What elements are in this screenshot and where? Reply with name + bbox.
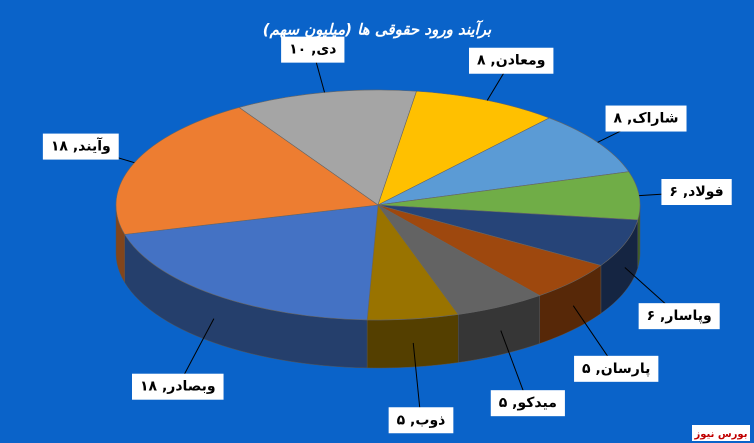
data-label: وآیند, ۱۸ [42, 133, 119, 160]
value-label: شاراک, ۸ [614, 111, 679, 127]
slice [115, 107, 379, 235]
watermark: بورس نیوز [694, 429, 748, 440]
data-label: وبصادر, ۱۸ [131, 373, 224, 400]
label-box [638, 303, 720, 330]
slice [124, 204, 379, 321]
data-label: شاراک, ۸ [605, 105, 687, 132]
data-label: ذوب, ۵ [388, 407, 454, 434]
value-label: وبصادر, ۱۸ [140, 379, 216, 395]
data-label: وپاسار, ۶ [638, 303, 720, 330]
label-box [42, 133, 119, 160]
watermark-box [692, 425, 750, 441]
data-label: پارسان, ۵ [574, 355, 659, 382]
slice [377, 171, 641, 221]
label-box [661, 179, 732, 206]
value-label: میدکو, ۵ [499, 395, 557, 411]
value-label: وپاسار, ۶ [647, 308, 712, 324]
value-label: پارسان, ۵ [582, 361, 650, 377]
label-box [388, 407, 454, 434]
value-label: فولاد, ۶ [669, 184, 723, 200]
value-label: ومعادن, ۸ [477, 53, 545, 69]
label-box [469, 47, 554, 74]
slice-side [366, 314, 459, 369]
slice [377, 117, 630, 206]
slice [377, 204, 639, 266]
label-box [281, 36, 345, 63]
value-label: دی, ۱۰ [289, 42, 336, 58]
data-label: دی, ۱۰ [281, 36, 345, 63]
label-box [605, 105, 687, 132]
data-label: ومعادن, ۸ [469, 47, 554, 74]
data-label: میدکو, ۵ [490, 390, 565, 417]
slice [377, 90, 550, 206]
data-label: فولاد, ۶ [661, 179, 732, 206]
value-label: ذوب, ۵ [397, 412, 446, 428]
label-box [490, 390, 565, 417]
value-label: وآیند, ۱۸ [51, 137, 111, 155]
label-box [574, 355, 659, 382]
label-box [131, 373, 224, 400]
chart-title: برآیند ورود حقوقی ها (میلیون سهم) [263, 20, 492, 39]
